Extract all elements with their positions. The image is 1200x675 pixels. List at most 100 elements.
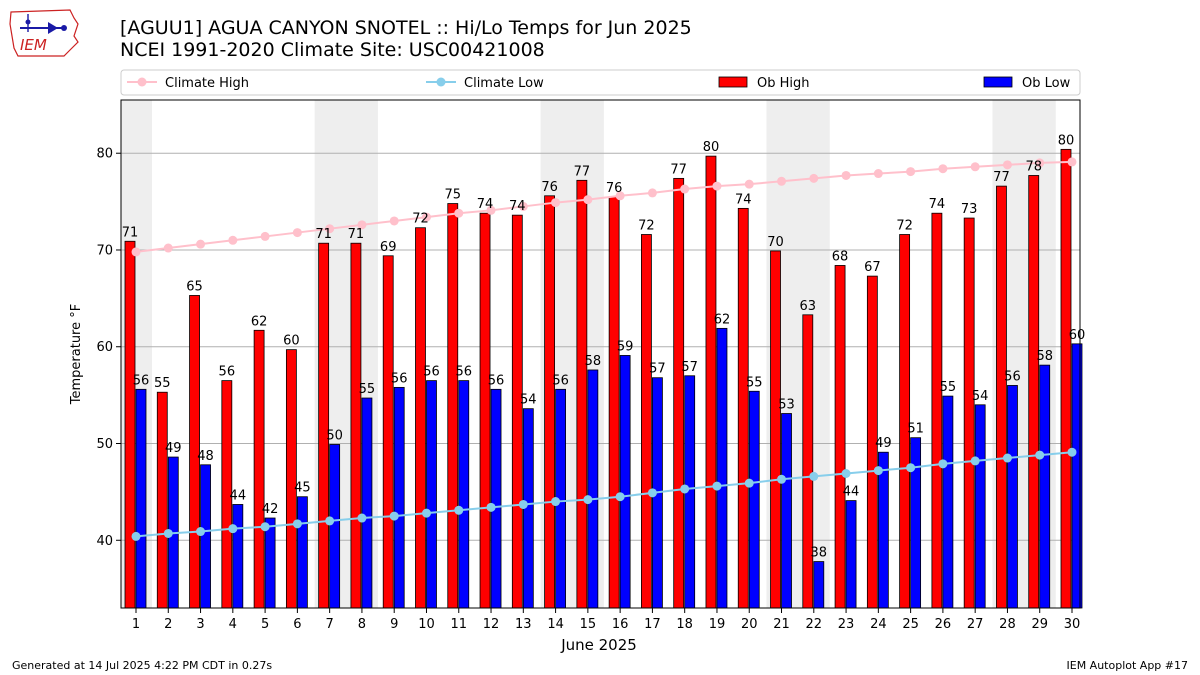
climate-low-point: [712, 481, 722, 491]
ob-high-bar: [737, 207, 749, 609]
climate-high-point: [421, 212, 431, 222]
ob-high-label: 78: [1025, 159, 1042, 174]
ob-high-bar: [996, 185, 1007, 609]
climate-high-point: [841, 170, 851, 180]
ob-low-bar: [264, 517, 276, 609]
ob-high-bar: [1060, 148, 1072, 609]
ob-high-label: 77: [670, 162, 687, 177]
ob-high-label: 76: [606, 181, 623, 196]
ob-high-label: 80: [703, 140, 720, 155]
climate-high-point: [712, 181, 722, 191]
ob-low-label: 54: [972, 389, 989, 404]
ob-high-label: 55: [154, 376, 171, 391]
x-tick-label: 8: [358, 617, 366, 632]
ob-low-bar: [813, 561, 825, 609]
ob-high-label: 72: [412, 212, 429, 227]
climate-low-point: [454, 505, 464, 515]
ob-high-label: 71: [315, 227, 332, 242]
climate-high-point: [938, 164, 948, 174]
y-axis: 40 50 60 70 80: [96, 147, 121, 549]
legend-climate-high-label: Climate High: [165, 76, 249, 91]
climate-low-point: [744, 478, 754, 488]
climate-high-point: [260, 231, 270, 241]
x-tick-label: 15: [580, 617, 597, 632]
climate-high-point: [1002, 160, 1012, 170]
ob-low-bar: [845, 500, 857, 609]
climate-low-point: [1002, 453, 1012, 463]
ob-low-label: 55: [359, 382, 376, 397]
x-tick-label: 14: [547, 617, 564, 632]
climate-low-point: [421, 508, 431, 518]
climate-lines: [131, 157, 1077, 541]
legend-ob-low-label: Ob Low: [1022, 76, 1071, 91]
x-tick-label: 25: [902, 617, 919, 632]
x-tick-label: 5: [261, 617, 269, 632]
climate-low-point: [1035, 450, 1045, 460]
y-axis-label: Temperature °F: [69, 304, 84, 405]
climate-low-point: [163, 528, 173, 538]
ob-high-bar: [576, 179, 588, 609]
x-tick-label: 10: [418, 617, 435, 632]
x-tick-label: 26: [935, 617, 952, 632]
climate-low-point: [196, 527, 206, 537]
legend-ob-high-swatch: [718, 76, 748, 88]
x-tick-label: 4: [229, 617, 237, 632]
ob-low-bar: [458, 380, 470, 609]
ob-low-label: 56: [455, 365, 472, 380]
ob-high-label: 74: [929, 197, 946, 212]
ob-high-bar: [1028, 175, 1040, 609]
title-line-1: [AGUU1] AGUA CANYON SNOTEL :: Hi/Lo Temp…: [120, 17, 692, 39]
climate-low-point: [228, 524, 238, 534]
climate-high-point: [1067, 157, 1077, 167]
ob-high-label: 69: [380, 240, 397, 255]
climate-high-point: [228, 235, 238, 245]
x-tick-label: 17: [644, 617, 661, 632]
ob-low-label: 56: [552, 373, 569, 388]
ob-high-label: 62: [251, 314, 268, 329]
ob-low-bar: [877, 451, 889, 609]
climate-low-point: [357, 513, 367, 523]
data-labels: 71 55 65 56 62 60 71 71 69 72 75 74 74 76 77 76 72 77 80 74…: [122, 133, 1086, 560]
ob-low-bar: [781, 413, 792, 609]
plot-frame: [120, 99, 1081, 609]
x-axis-label: June 2025: [560, 636, 637, 654]
climate-low-point: [970, 456, 980, 466]
x-tick-label: 27: [967, 617, 984, 632]
climate-low-point: [292, 519, 302, 529]
climate-high-point: [873, 169, 883, 179]
climate-low-point: [551, 497, 561, 507]
ob-high-label: 67: [864, 260, 881, 275]
x-tick-label: 13: [515, 617, 532, 632]
ob-low-label: 55: [746, 375, 763, 390]
ob-high-label: 73: [961, 202, 978, 217]
ob-high-bar: [770, 250, 781, 609]
ob-low-label: 45: [294, 481, 311, 496]
x-tick-label: 28: [999, 617, 1016, 632]
climate-high-point: [744, 179, 754, 189]
ob-low-label: 60: [1069, 328, 1086, 343]
climate-high-line: [135, 160, 1073, 253]
y-tick-label: 50: [96, 437, 113, 452]
ob-low-label: 56: [133, 373, 150, 388]
x-tick-label: 7: [326, 617, 334, 632]
climate-high-point: [970, 162, 980, 172]
ob-low-bar: [232, 504, 244, 609]
ob-high-bar: [963, 217, 975, 609]
ob-high-bar: [544, 195, 555, 609]
legend-climate-low-marker: [436, 77, 446, 87]
ob-low-label: 58: [1036, 349, 1053, 364]
climate-high-point: [357, 220, 367, 230]
ob-low-label: 44: [843, 485, 860, 500]
x-tick-label: 24: [870, 617, 887, 632]
ob-low-bar: [200, 464, 211, 609]
ob-low-label: 48: [197, 449, 214, 464]
ob-low-bar: [135, 388, 147, 609]
ob-high-label: 60: [283, 334, 300, 349]
ob-high-bar: [834, 265, 846, 609]
ob-low-label: 54: [520, 393, 537, 408]
ob-low-label: 51: [907, 422, 924, 437]
ob-high-bar: [382, 255, 394, 609]
x-tick-label: 30: [1064, 617, 1081, 632]
ob-low-bar: [748, 390, 760, 609]
ob-low-bar: [1007, 385, 1018, 609]
